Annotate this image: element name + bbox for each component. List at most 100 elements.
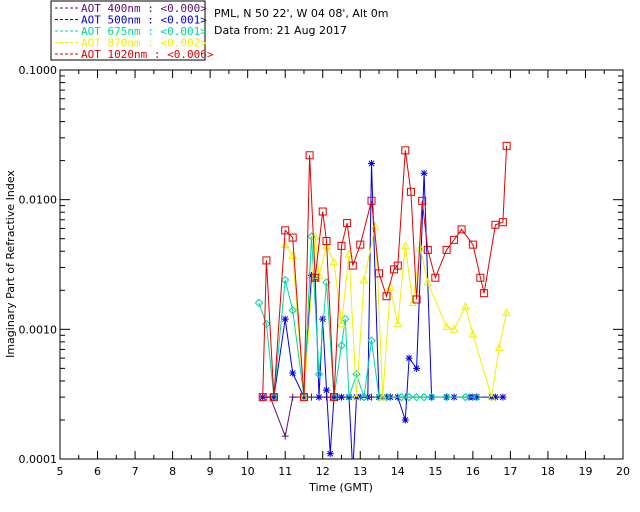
date-info: Data from: 21 Aug 2017: [214, 24, 347, 37]
data-point: [281, 226, 290, 235]
data-point: [468, 329, 478, 338]
data-point: [420, 169, 428, 177]
x-tick-label: 5: [57, 465, 64, 478]
data-point: [311, 273, 320, 282]
data-point: [280, 240, 290, 248]
data-point: [337, 341, 346, 350]
data-point: [499, 393, 507, 401]
data-point: [288, 251, 298, 259]
data-point: [367, 336, 376, 345]
x-tick-label: 10: [241, 465, 255, 478]
series-line: [284, 226, 508, 398]
data-point: [337, 319, 346, 328]
data-point: [378, 392, 388, 401]
data-point: [401, 416, 409, 424]
site-info: PML, N 50 22', W 04 08', Alt 0m: [214, 7, 388, 20]
data-point: [468, 240, 477, 249]
data-point: [307, 393, 315, 401]
data-point: [288, 233, 297, 242]
data-point: [258, 393, 267, 402]
series-line: [262, 145, 508, 398]
legend-entry: AOT 1020nm : <0.006>: [81, 48, 214, 61]
data-point: [341, 314, 350, 324]
data-point: [419, 392, 429, 402]
data-point: [476, 273, 485, 282]
data-point: [289, 393, 297, 401]
x-tick-label: 14: [391, 465, 405, 478]
series-1: [259, 160, 507, 459]
data-point: [322, 386, 330, 394]
x-tick-label: 17: [503, 465, 517, 478]
data-point: [262, 319, 271, 329]
data-point: [322, 236, 331, 245]
data-point: [404, 392, 414, 402]
data-point: [318, 207, 327, 216]
data-point: [449, 324, 459, 333]
data-point: [405, 354, 413, 362]
x-tick-label: 18: [541, 465, 555, 478]
data-point: [415, 243, 425, 252]
data-point: [359, 392, 369, 402]
data-point: [427, 392, 436, 402]
y-tick-label: 0.0001: [19, 453, 58, 466]
series-line: [258, 236, 477, 398]
data-point: [472, 392, 481, 402]
data-point: [498, 218, 507, 227]
data-point: [305, 151, 314, 160]
data-point: [473, 393, 481, 401]
data-point: [412, 392, 421, 402]
series-4: [258, 141, 511, 402]
data-point: [299, 392, 309, 401]
x-tick-label: 20: [616, 465, 630, 478]
series-3: [280, 222, 511, 401]
data-point: [356, 240, 365, 249]
data-point: [423, 245, 432, 254]
data-point: [315, 393, 323, 401]
x-tick-label: 15: [428, 465, 442, 478]
x-tick-label: 7: [132, 465, 139, 478]
data-point: [461, 392, 470, 402]
data-point: [494, 343, 504, 352]
data-point: [326, 450, 334, 458]
x-tick-label: 16: [466, 465, 480, 478]
x-tick-label: 19: [578, 465, 592, 478]
data-point: [491, 220, 500, 229]
data-point: [337, 241, 346, 250]
data-point: [344, 392, 354, 402]
data-point: [352, 370, 361, 379]
y-axis: 0.0001 0.0010 0.0100 0.1000: [19, 64, 623, 466]
x-tick-label: 13: [353, 465, 367, 478]
data-point: [280, 275, 290, 285]
data-point: [393, 261, 402, 270]
data-point: [359, 275, 369, 284]
data-point: [299, 393, 308, 402]
data-point: [423, 277, 433, 286]
legend-entry: AOT 400nm : <0.000>: [81, 2, 207, 15]
data-point: [450, 235, 459, 244]
data-point: [329, 393, 338, 402]
data-point: [406, 187, 415, 196]
data-point: [418, 196, 427, 205]
x-axis: 5 6 7 8 9 10 11 12 13 14 15 16 17 18 19 20: [57, 70, 630, 478]
x-tick-label: 12: [316, 465, 330, 478]
data-point: [329, 257, 339, 266]
data-point: [413, 364, 421, 372]
data-point: [442, 322, 451, 330]
data-point: [480, 289, 489, 298]
data-point: [368, 160, 376, 168]
data-point: [288, 306, 297, 315]
data-point: [502, 141, 511, 150]
legend-entry: AOT 870nm : <0.002>: [81, 37, 207, 50]
legend: AOT 400nm : <0.000>AOT 500nm : <0.001>AO…: [55, 2, 214, 61]
data-point: [502, 307, 511, 316]
data-point: [281, 432, 289, 440]
data-point: [431, 273, 440, 282]
data-point: [491, 393, 499, 401]
data-point: [289, 369, 297, 377]
data-point: [348, 261, 357, 270]
data-point: [314, 370, 324, 379]
x-tick-label: 6: [94, 465, 101, 478]
data-point: [442, 392, 451, 402]
y-tick-label: 0.0100: [19, 194, 58, 207]
